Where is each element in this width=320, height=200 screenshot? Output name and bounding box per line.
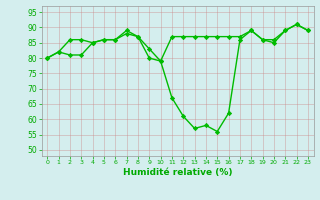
X-axis label: Humidité relative (%): Humidité relative (%) — [123, 168, 232, 177]
